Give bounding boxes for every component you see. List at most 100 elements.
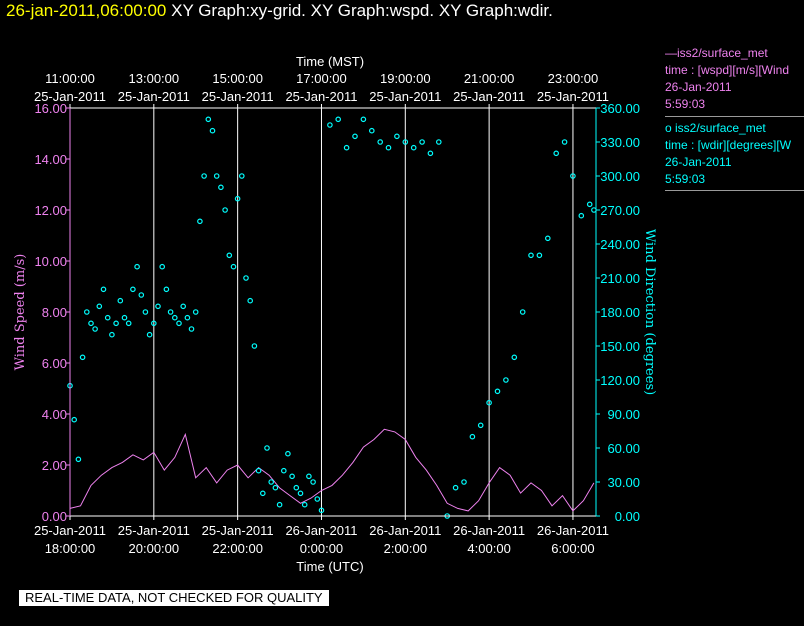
wind-direction-point xyxy=(394,133,400,140)
wind-direction-point xyxy=(280,467,287,474)
top-axis-tick-label: 25-Jan-2011 xyxy=(369,89,441,104)
top-axis-tick-label: 25-Jan-2011 xyxy=(118,89,190,104)
wind-direction-point xyxy=(151,320,157,327)
left-axis-tick-label: 6.00 xyxy=(42,356,67,371)
bottom-axis-tick-label: 18:00:00 xyxy=(45,541,96,556)
wind-direction-point xyxy=(138,292,145,298)
bottom-axis-tick-label: 6:00:00 xyxy=(551,541,594,556)
wind-direction-point xyxy=(586,201,593,208)
wind-direction-point xyxy=(134,263,140,270)
wind-direction-point xyxy=(368,127,375,134)
left-axis-tick-label: 0.00 xyxy=(42,509,67,524)
wind-direction-point xyxy=(285,450,291,457)
bottom-axis-tick-label: 25-Jan-2011 xyxy=(118,523,190,538)
top-axis-tick-label: 15:00:00 xyxy=(212,71,263,86)
wind-direction-point xyxy=(264,445,270,451)
wind-direction-point xyxy=(88,320,94,327)
wind-direction-point xyxy=(352,133,358,140)
wind-direction-point xyxy=(117,297,124,304)
wind-direction-point xyxy=(230,263,237,270)
left-axis-title: Wind Speed (m/s) xyxy=(13,254,28,371)
legend-wdir-desc: time : [wdir][degrees][W xyxy=(665,138,792,152)
wind-direction-point xyxy=(276,501,283,508)
right-axis-tick-label: 120.00 xyxy=(600,373,640,388)
wind-direction-point xyxy=(318,507,325,514)
right-axis-tick-label: 90.00 xyxy=(607,407,640,422)
right-axis-title: Wind Direction (degrees) xyxy=(642,229,657,395)
wind-direction-point xyxy=(209,127,216,134)
bottom-axis-tick-label: 4:00:00 xyxy=(467,541,510,556)
wind-direction-point xyxy=(71,416,78,423)
left-axis-tick-label: 2.00 xyxy=(42,458,67,473)
right-axis-tick-label: 150.00 xyxy=(600,339,640,354)
wind-direction-point xyxy=(494,388,501,395)
bottom-axis-tick-label: 25-Jan-2011 xyxy=(34,523,106,538)
top-axis-tick-label: 11:00:00 xyxy=(45,71,95,86)
wind-direction-point xyxy=(226,252,233,259)
wind-direction-point xyxy=(452,484,459,491)
wind-direction-point xyxy=(188,326,195,332)
top-axis-tick-label: 25-Jan-2011 xyxy=(34,89,106,104)
legend-wspd-desc: time : [wspd][m/s][Wind xyxy=(665,63,790,77)
top-axis-tick-label: 23:00:00 xyxy=(548,71,599,86)
right-axis-tick-label: 330.00 xyxy=(600,135,640,150)
wind-direction-point xyxy=(272,484,279,491)
wind-direction-point xyxy=(461,479,467,485)
wind-direction-point xyxy=(104,314,111,321)
wind-direction-point xyxy=(201,173,207,179)
wind-direction-point xyxy=(519,309,526,315)
left-axis-tick-label: 12.00 xyxy=(34,203,67,218)
legend: —iss2/surface_met time : [wspd][m/s][Win… xyxy=(665,45,804,191)
wind-direction-point xyxy=(180,303,187,310)
wind-direction-point xyxy=(176,320,182,327)
right-axis-tick-label: 240.00 xyxy=(600,237,640,252)
header-titles: XY Graph:xy-grid. XY Graph:wspd. XY Grap… xyxy=(171,1,553,20)
wind-direction-point xyxy=(243,275,249,281)
wind-direction-point xyxy=(293,484,300,491)
wind-direction-point xyxy=(247,297,254,304)
wind-direction-point xyxy=(306,473,312,480)
wind-direction-point xyxy=(360,116,367,123)
left-axis-tick-label: 4.00 xyxy=(42,407,67,422)
legend-wspd-time: 5:59:03 xyxy=(665,97,706,111)
top-axis-title: Time (MST) xyxy=(296,54,364,69)
wind-direction-point xyxy=(222,207,228,213)
wind-direction-point xyxy=(213,173,220,179)
wind-direction-point xyxy=(427,150,434,157)
header: 26-jan-2011,06:00:00 XY Graph:xy-grid. X… xyxy=(6,1,553,21)
wind-direction-point xyxy=(96,303,103,310)
bottom-axis-tick-label: 20:00:00 xyxy=(129,541,180,556)
top-axis-tick-label: 25-Jan-2011 xyxy=(537,89,609,104)
bottom-axis-tick-label: 2:00:00 xyxy=(384,541,427,556)
top-axis-tick-label: 17:00:00 xyxy=(296,71,347,86)
left-axis-tick-label: 16.00 xyxy=(34,101,67,116)
wind-direction-point xyxy=(218,184,224,191)
bottom-axis-tick-label: 26-Jan-2011 xyxy=(537,523,609,538)
wind-direction-point xyxy=(289,473,295,480)
top-axis-tick-label: 21:00:00 xyxy=(464,71,515,86)
wind-direction-point xyxy=(402,139,409,145)
wind-direction-point xyxy=(184,314,191,321)
top-axis-tick-label: 25-Jan-2011 xyxy=(453,89,525,104)
wind-direction-point xyxy=(75,456,82,463)
wind-direction-point xyxy=(310,479,316,485)
bottom-axis-tick-label: 22:00:00 xyxy=(212,541,263,556)
wind-direction-point xyxy=(528,252,534,259)
wind-direction-point xyxy=(205,116,212,123)
top-axis-tick-label: 25-Jan-2011 xyxy=(202,89,274,104)
wind-direction-point xyxy=(335,116,342,123)
right-axis-tick-label: 30.00 xyxy=(607,475,640,490)
quality-notice: REAL-TIME DATA, NOT CHECKED FOR QUALITY xyxy=(19,590,329,606)
wind-direction-point xyxy=(146,331,153,338)
wind-direction-point xyxy=(591,207,597,213)
header-timestamp: 26-jan-2011,06:00:00 xyxy=(6,1,167,20)
wind-direction-point xyxy=(155,303,161,310)
wind-direction-point xyxy=(314,496,321,502)
wind-direction-point xyxy=(301,501,308,508)
left-axis-tick-label: 14.00 xyxy=(34,152,67,167)
wind-direction-point xyxy=(142,309,149,315)
right-axis-tick-label: 360.00 xyxy=(600,101,640,116)
wind-direction-point xyxy=(92,326,98,332)
bottom-axis-title: Time (UTC) xyxy=(296,559,363,574)
right-axis-tick-label: 300.00 xyxy=(600,169,640,184)
